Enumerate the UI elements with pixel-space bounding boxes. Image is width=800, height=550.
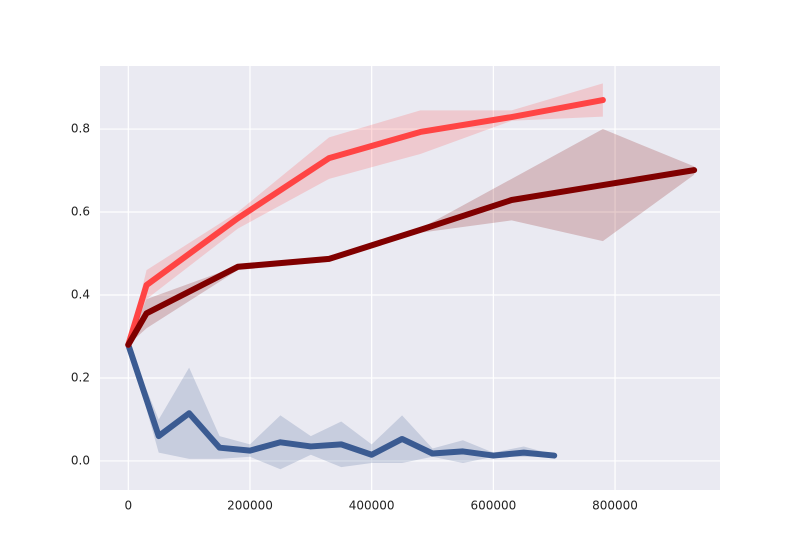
line xyxy=(125,341,558,459)
y-tick-label: 0.8 xyxy=(71,122,90,136)
x-tick-label: 200000 xyxy=(227,499,273,513)
line xyxy=(125,97,606,348)
x-tick-label: 600000 xyxy=(470,499,516,513)
line xyxy=(125,167,698,348)
x-tick-label: 800000 xyxy=(592,499,638,513)
y-tick-label: 0.6 xyxy=(71,205,90,219)
x-tick-label: 400000 xyxy=(349,499,395,513)
x-tick-label: 0 xyxy=(124,499,132,513)
y-tick-label: 0.4 xyxy=(71,288,90,302)
y-tick-label: 0.2 xyxy=(71,370,90,384)
confidence-band xyxy=(128,129,695,345)
y-tick-label: 0.0 xyxy=(71,453,90,467)
